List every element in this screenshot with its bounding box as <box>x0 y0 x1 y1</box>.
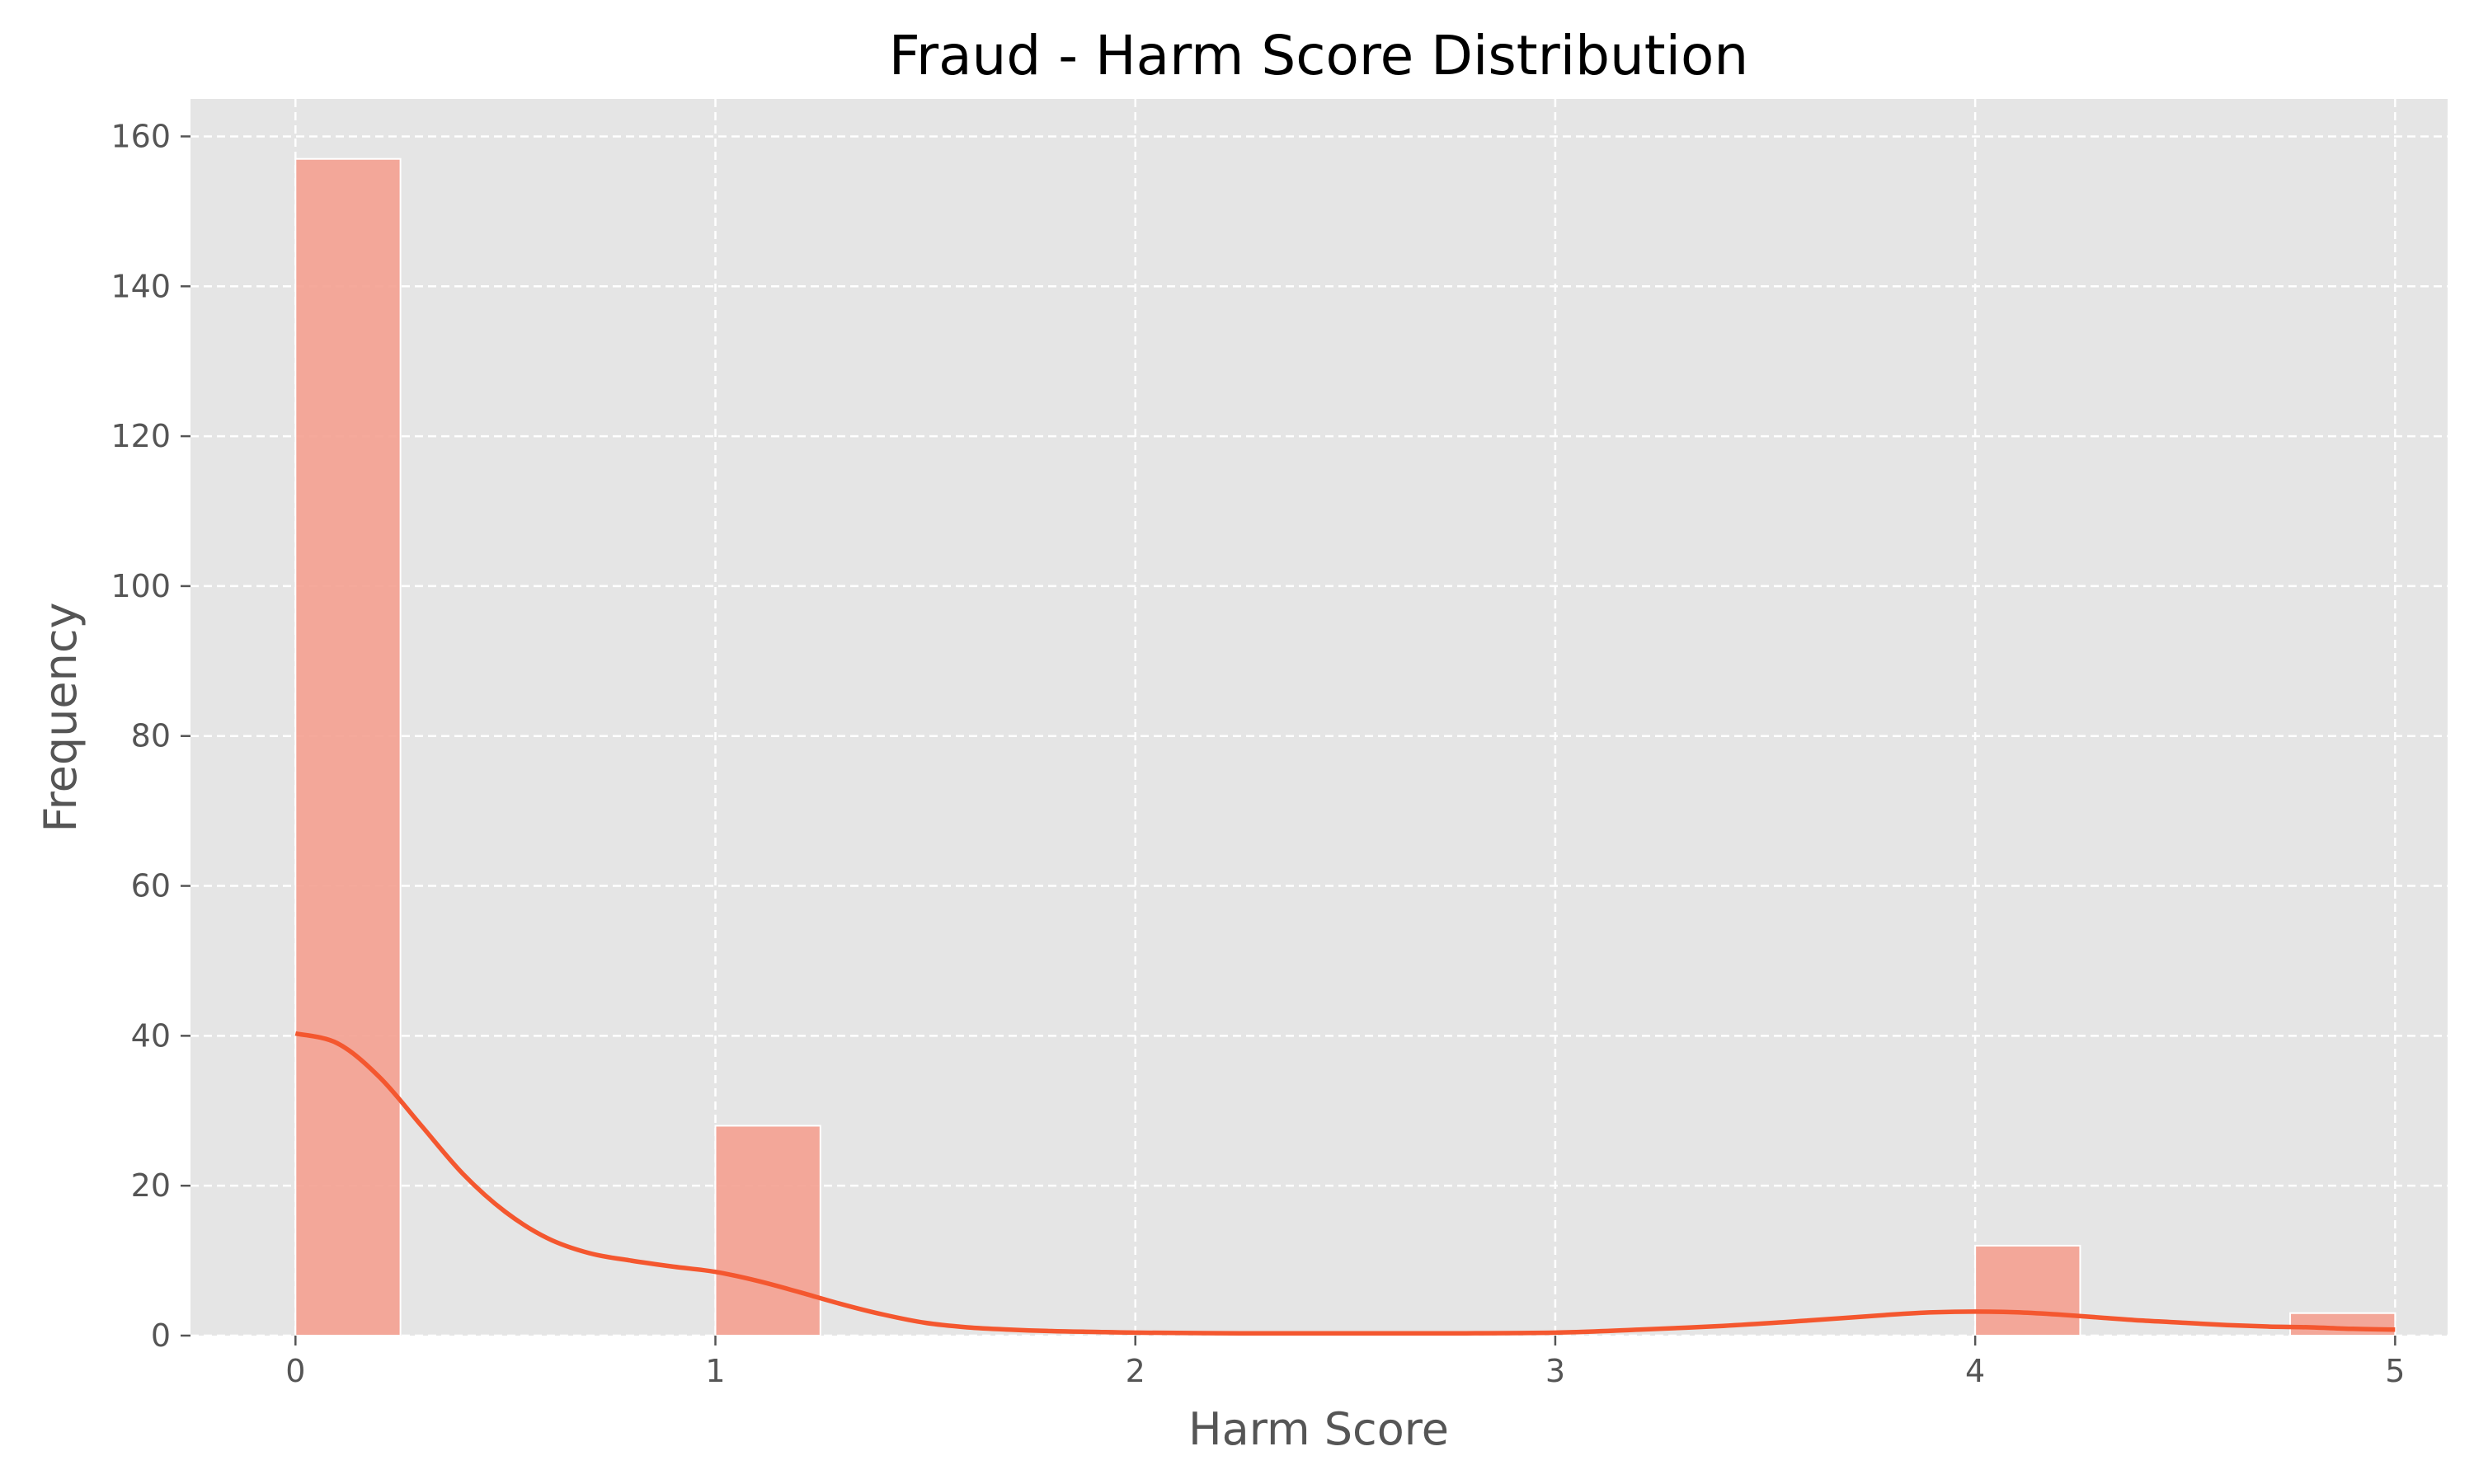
kde-curve <box>294 1031 2396 1336</box>
x-tick-label: 1 <box>705 1353 725 1389</box>
y-axis-label: Frequency <box>35 603 87 833</box>
histogram-bars <box>294 157 2396 1337</box>
y-tick-label: 20 <box>131 1167 171 1204</box>
kde-curve-group <box>294 1031 2396 1336</box>
x-tick-label: 2 <box>1126 1353 1145 1389</box>
x-axis-label: Harm Score <box>1188 1403 1449 1455</box>
y-tick-label: 0 <box>151 1317 171 1354</box>
y-tick-label: 120 <box>111 418 171 454</box>
y-tick-label: 60 <box>131 868 171 904</box>
y-tick-label: 80 <box>131 718 171 754</box>
histogram-bar <box>2289 1312 2396 1337</box>
plot-area <box>190 99 2448 1336</box>
histogram-bar <box>1974 1244 2081 1336</box>
x-tick-label: 3 <box>1545 1353 1565 1389</box>
y-tick-label: 40 <box>131 1017 171 1054</box>
y-tick-label: 100 <box>111 568 171 604</box>
y-tick-label: 140 <box>111 268 171 304</box>
x-tick-label: 0 <box>285 1353 305 1389</box>
histogram-bar <box>294 157 402 1336</box>
axis-ticks: 0 1 2 3 4 5 0 20 40 60 80 100 120 140 160 <box>111 118 2405 1389</box>
y-tick-label: 160 <box>111 118 171 154</box>
x-tick-label: 4 <box>1965 1353 1985 1389</box>
chart-title: Fraud - Harm Score Distribution <box>889 24 1748 87</box>
x-tick-label: 5 <box>2385 1353 2405 1389</box>
histogram-bar <box>714 1125 821 1337</box>
